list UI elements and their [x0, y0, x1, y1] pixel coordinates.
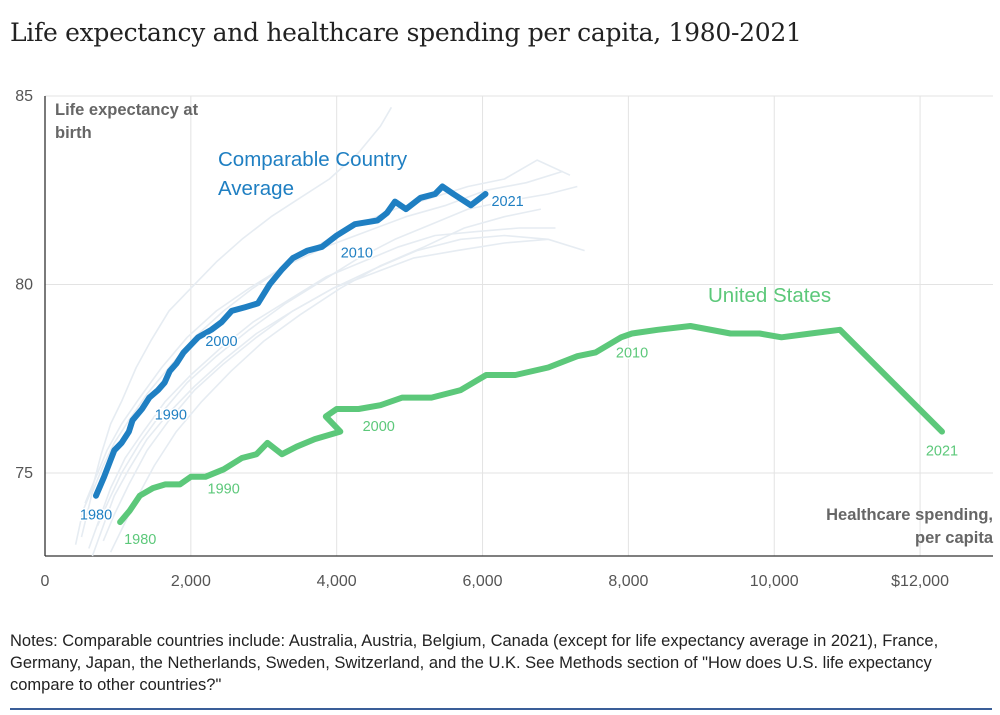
year-label: 1990 [208, 481, 240, 497]
year-label: 2010 [341, 246, 373, 262]
year-label: 2000 [363, 419, 395, 435]
background-country-line [91, 238, 549, 557]
series-label: Comparable Country [218, 148, 408, 171]
x-tick-label: 10,000 [750, 573, 799, 590]
year-label: 1980 [124, 532, 156, 548]
x-tick-label: 2,000 [171, 573, 211, 590]
x-axis-title: per capita [915, 529, 994, 547]
y-tick-label: 75 [15, 465, 33, 482]
series-line [93, 183, 489, 499]
background-country-line [74, 106, 393, 545]
x-tick-label: 0 [41, 573, 50, 590]
year-label: 2000 [205, 334, 237, 350]
background-country-line [102, 234, 585, 542]
bottom-rule [10, 708, 992, 710]
background-country-line [88, 227, 556, 549]
background-country-line [109, 208, 542, 553]
y-tick-label: 80 [15, 277, 33, 294]
y-axis-title: birth [55, 124, 92, 142]
year-label: 1980 [80, 508, 112, 524]
year-label: 2021 [926, 444, 958, 460]
series-label: United States [708, 284, 831, 307]
chart-notes: Notes: Comparable countries include: Aus… [10, 632, 939, 694]
year-label: 2010 [616, 346, 648, 362]
series-line [117, 323, 945, 526]
y-tick-label: 85 [15, 88, 33, 105]
x-axis-title: Healthcare spending, [826, 506, 993, 524]
x-tick-label: $12,000 [891, 573, 949, 590]
background-country-line [80, 159, 571, 538]
y-axis-title: Life expectancy at [55, 101, 199, 119]
chart: 0 2,000 4,000 6,000 8,000 10,000 $12,000 75 80 85… [15, 88, 994, 590]
series-label: Average [218, 177, 294, 200]
chart-title: Life expectancy and healthcare spending … [10, 18, 802, 47]
background-country-line [96, 185, 578, 527]
x-tick-label: 8,000 [608, 573, 648, 590]
x-tick-label: 6,000 [463, 573, 503, 590]
x-tick-label: 4,000 [317, 573, 357, 590]
year-label: 1990 [155, 408, 187, 424]
year-label: 2021 [491, 194, 523, 210]
